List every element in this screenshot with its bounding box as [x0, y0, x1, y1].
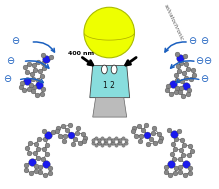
Polygon shape [90, 66, 130, 98]
Text: ⊖: ⊖ [196, 56, 204, 66]
Polygon shape [93, 98, 127, 117]
Text: ⊖: ⊖ [200, 36, 208, 46]
Text: ⊖: ⊖ [200, 74, 208, 84]
Text: ⊖: ⊖ [3, 74, 11, 84]
Ellipse shape [111, 65, 117, 74]
Ellipse shape [101, 65, 107, 74]
Text: ⊖: ⊖ [188, 36, 196, 46]
Text: 400 nm: 400 nm [68, 51, 94, 56]
Circle shape [84, 7, 134, 58]
Text: ⊖: ⊖ [203, 56, 212, 66]
Text: 1 2: 1 2 [103, 81, 115, 90]
Text: ⊖: ⊖ [11, 36, 19, 46]
Text: ⊖: ⊖ [6, 56, 14, 66]
Text: solvatochronic: solvatochronic [163, 4, 184, 42]
